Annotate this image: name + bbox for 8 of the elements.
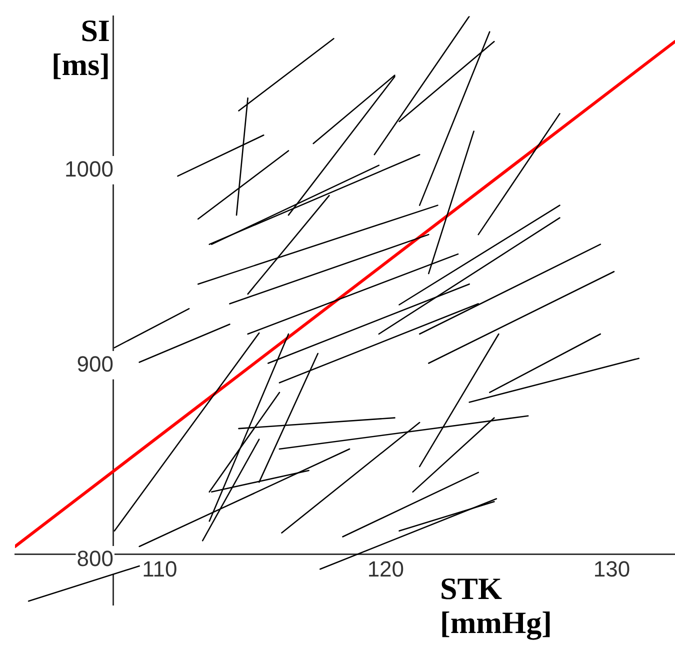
y-tick-label: 800 [76, 546, 114, 572]
y-tick-label: 900 [76, 351, 114, 376]
x-axis-title: STK [mmHg] [440, 571, 552, 640]
x-tick-label: 110 [142, 556, 178, 582]
y-axis-title: SI [ms] [50, 13, 110, 82]
x-tick-label: 130 [593, 556, 630, 582]
y-tick-label: 1000 [64, 156, 114, 182]
x-tick-label: 120 [367, 556, 404, 582]
